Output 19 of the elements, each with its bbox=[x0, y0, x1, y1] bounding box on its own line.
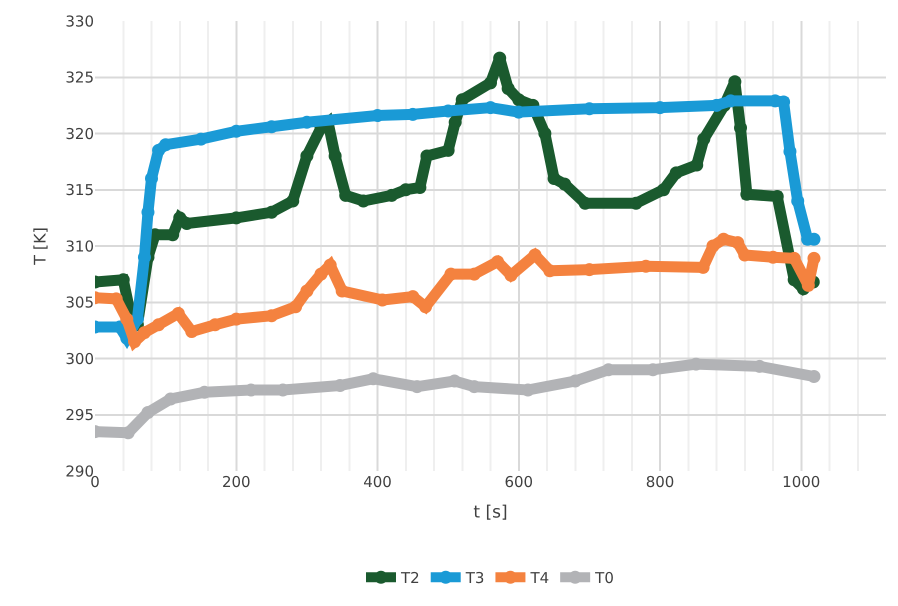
legend-label: T3 bbox=[464, 569, 484, 588]
y-tick-label: 300 bbox=[65, 350, 94, 368]
y-tick-label: 305 bbox=[65, 294, 94, 312]
x-tick-label: 400 bbox=[363, 473, 392, 491]
x-tick-label: 1000 bbox=[782, 473, 820, 491]
x-axis-title: t [s] bbox=[473, 502, 508, 522]
y-tick-label: 310 bbox=[65, 237, 94, 256]
legend-label: T2 bbox=[400, 569, 420, 588]
y-tick-label: 325 bbox=[65, 68, 94, 86]
legend-label: T4 bbox=[529, 569, 550, 588]
legend-label: T0 bbox=[594, 569, 614, 588]
x-tick-label: 600 bbox=[504, 473, 534, 491]
y-tick-label: 330 bbox=[65, 12, 94, 30]
x-tick-label: 800 bbox=[646, 473, 674, 491]
y-tick-label: 320 bbox=[65, 124, 94, 143]
y-tick-label: 315 bbox=[65, 181, 94, 199]
y-axis-title: T [K] bbox=[30, 227, 50, 266]
y-tick-label: 295 bbox=[65, 406, 94, 424]
x-tick-label: 200 bbox=[222, 473, 251, 491]
